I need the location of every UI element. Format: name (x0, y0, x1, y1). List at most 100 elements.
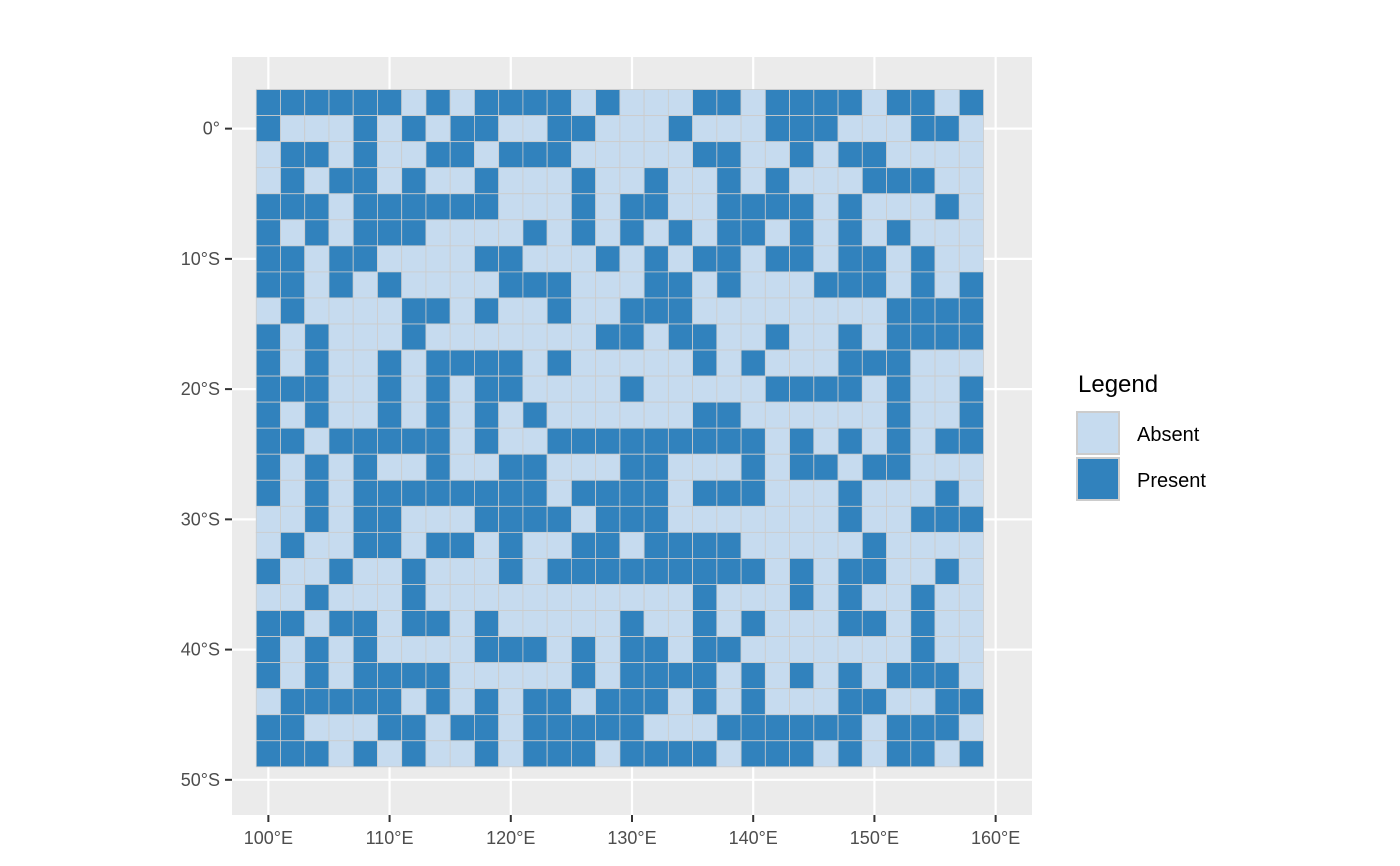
cell-absent (692, 167, 718, 195)
cell-present (716, 193, 742, 221)
cell-present (255, 89, 281, 117)
cell-present (692, 479, 718, 507)
cell-present (764, 193, 790, 221)
cell-present (595, 505, 621, 533)
cell-present (667, 115, 694, 143)
cell-present (934, 193, 960, 221)
cell-present (667, 271, 694, 299)
x-axis: 100°E 110°E 120°E 130°E 140°E 150°E 160°E (244, 815, 1020, 848)
cell-present (886, 662, 912, 690)
cell-present (425, 427, 451, 455)
cell-absent (546, 662, 572, 690)
cell-present (352, 167, 378, 195)
cell-absent (304, 245, 330, 273)
cell-absent (570, 688, 597, 716)
cell-absent (328, 505, 354, 533)
cell-absent (570, 610, 597, 637)
cell-absent (667, 505, 694, 533)
cell-absent (813, 297, 839, 325)
cell-present (667, 323, 694, 351)
cell-absent (958, 167, 984, 195)
cell-present (837, 688, 863, 716)
cell-present (910, 115, 936, 143)
cell-absent (304, 167, 330, 195)
cell-present (789, 115, 815, 143)
cell-absent (692, 193, 718, 221)
cell-present (328, 271, 354, 299)
cell-absent (716, 453, 742, 481)
cell-present (401, 740, 427, 768)
cell-absent (619, 271, 645, 299)
cell-absent (740, 115, 766, 143)
cell-absent (716, 740, 742, 768)
cell-present (764, 115, 790, 143)
cell-present (692, 89, 718, 117)
cell-absent (280, 115, 306, 143)
cell-absent (813, 245, 839, 273)
y-tick-label: 50°S (181, 770, 220, 790)
cell-absent (643, 375, 669, 403)
cell-absent (958, 219, 984, 247)
cell-absent (280, 558, 306, 585)
cell-absent (764, 219, 790, 247)
cell-present (401, 427, 427, 455)
cell-present (886, 219, 912, 247)
cell-absent (498, 427, 524, 455)
cell-present (570, 193, 597, 221)
cell-absent (740, 89, 766, 117)
cell-present (861, 558, 887, 585)
cell-present (352, 479, 378, 507)
cell-present (910, 714, 936, 742)
cell-present (692, 349, 718, 377)
cell-present (837, 610, 863, 637)
cell-absent (619, 584, 645, 611)
cell-present (280, 89, 306, 117)
cell-present (692, 740, 718, 768)
cell-present (716, 167, 742, 195)
cell-present (449, 531, 475, 559)
cell-absent (813, 688, 839, 716)
cell-present (255, 610, 281, 637)
cell-absent (813, 584, 839, 611)
cell-present (498, 636, 524, 664)
cell-absent (401, 636, 427, 664)
cell-present (716, 558, 742, 585)
cell-present (401, 219, 427, 247)
cell-present (352, 453, 378, 481)
cell-present (667, 219, 694, 247)
legend-key-absent (1076, 411, 1120, 455)
cell-present (958, 427, 984, 455)
cell-absent (716, 323, 742, 351)
cell-absent (280, 453, 306, 481)
cell-absent (789, 610, 815, 637)
cell-absent (692, 271, 718, 299)
cell-present (255, 115, 281, 143)
cell-present (570, 662, 597, 690)
cell-absent (740, 297, 766, 325)
cell-absent (546, 219, 572, 247)
cell-absent (813, 167, 839, 195)
cell-present (304, 688, 330, 716)
cell-absent (667, 245, 694, 273)
cell-absent (934, 584, 960, 611)
cell-absent (522, 558, 548, 585)
cell-present (861, 167, 887, 195)
cell-absent (474, 584, 500, 611)
cell-present (740, 610, 766, 637)
cell-absent (255, 141, 281, 169)
cell-present (280, 141, 306, 169)
cell-present (449, 349, 475, 377)
cell-absent (861, 662, 887, 690)
cell-absent (764, 297, 790, 325)
cell-absent (474, 141, 500, 169)
cell-absent (328, 636, 354, 664)
cell-present (377, 531, 403, 559)
cell-absent (595, 271, 621, 299)
cell-absent (498, 193, 524, 221)
cell-present (352, 688, 378, 716)
cell-absent (910, 193, 936, 221)
cell-absent (813, 323, 839, 351)
cell-present (764, 245, 790, 273)
cell-present (716, 479, 742, 507)
cell-present (934, 323, 960, 351)
